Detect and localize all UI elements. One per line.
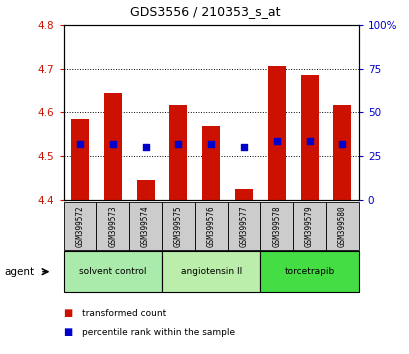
Text: GSM399578: GSM399578 — [272, 206, 281, 247]
Bar — [333, 104, 351, 200]
Bar — [136, 180, 154, 200]
Text: torcetrapib: torcetrapib — [284, 267, 334, 276]
Bar — [71, 119, 89, 200]
Text: percentile rank within the sample: percentile rank within the sample — [82, 327, 234, 337]
Text: angiotensin II: angiotensin II — [180, 267, 241, 276]
Point — [142, 145, 148, 150]
Text: GSM399579: GSM399579 — [304, 206, 313, 247]
Point — [109, 142, 116, 147]
Point — [306, 138, 312, 144]
Bar — [96, 202, 129, 250]
Point — [207, 142, 214, 147]
Bar — [162, 202, 194, 250]
Bar — [129, 202, 162, 250]
Bar — [267, 67, 285, 200]
Bar — [202, 126, 220, 200]
Bar — [325, 202, 358, 250]
Bar — [194, 202, 227, 250]
Point — [76, 142, 83, 147]
Text: GSM399575: GSM399575 — [173, 206, 182, 247]
Text: GSM399572: GSM399572 — [75, 206, 84, 247]
Text: solvent control: solvent control — [79, 267, 146, 276]
Bar — [63, 202, 96, 250]
Bar — [234, 189, 252, 200]
Point — [240, 144, 247, 149]
Text: GSM399573: GSM399573 — [108, 206, 117, 247]
Bar — [162, 251, 260, 292]
Text: ■: ■ — [63, 308, 73, 318]
Text: GSM399580: GSM399580 — [337, 206, 346, 247]
Text: transformed count: transformed count — [82, 309, 166, 318]
Bar — [63, 251, 162, 292]
Text: GSM399574: GSM399574 — [141, 206, 150, 247]
Bar — [260, 202, 292, 250]
Point — [338, 142, 345, 147]
Bar — [292, 202, 325, 250]
Bar — [103, 93, 121, 200]
Text: GSM399577: GSM399577 — [239, 206, 248, 247]
Point — [175, 142, 181, 147]
Text: agent: agent — [4, 267, 34, 277]
Bar — [300, 75, 318, 200]
Bar — [169, 104, 187, 200]
Bar — [227, 202, 260, 250]
Text: ■: ■ — [63, 327, 73, 337]
Point — [273, 138, 279, 144]
Bar — [260, 251, 358, 292]
Text: GSM399576: GSM399576 — [206, 206, 215, 247]
Text: GDS3556 / 210353_s_at: GDS3556 / 210353_s_at — [129, 5, 280, 18]
